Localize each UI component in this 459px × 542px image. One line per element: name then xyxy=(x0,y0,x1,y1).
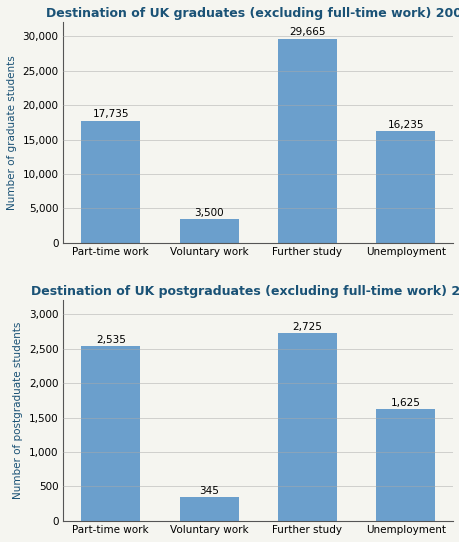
Text: 345: 345 xyxy=(199,486,218,496)
Bar xyxy=(179,497,238,521)
Bar xyxy=(375,131,434,243)
Title: Destination of UK graduates (excluding full-time work) 2008: Destination of UK graduates (excluding f… xyxy=(46,7,459,20)
Y-axis label: Number of postgraduate students: Number of postgraduate students xyxy=(13,322,23,499)
Text: 1,625: 1,625 xyxy=(390,398,420,408)
Y-axis label: Number of graduate students: Number of graduate students xyxy=(7,55,17,210)
Text: 3,500: 3,500 xyxy=(194,208,224,217)
Text: 16,235: 16,235 xyxy=(387,120,423,130)
Bar xyxy=(277,38,336,243)
Bar xyxy=(375,409,434,521)
Text: 17,735: 17,735 xyxy=(92,109,129,119)
Bar xyxy=(277,333,336,521)
Title: Destination of UK postgraduates (excluding full-time work) 2008: Destination of UK postgraduates (excludi… xyxy=(31,285,459,298)
Bar xyxy=(179,219,238,243)
Bar xyxy=(81,121,140,243)
Text: 29,665: 29,665 xyxy=(289,27,325,37)
Bar xyxy=(81,346,140,521)
Text: 2,725: 2,725 xyxy=(292,322,322,332)
Text: 2,535: 2,535 xyxy=(95,335,125,345)
